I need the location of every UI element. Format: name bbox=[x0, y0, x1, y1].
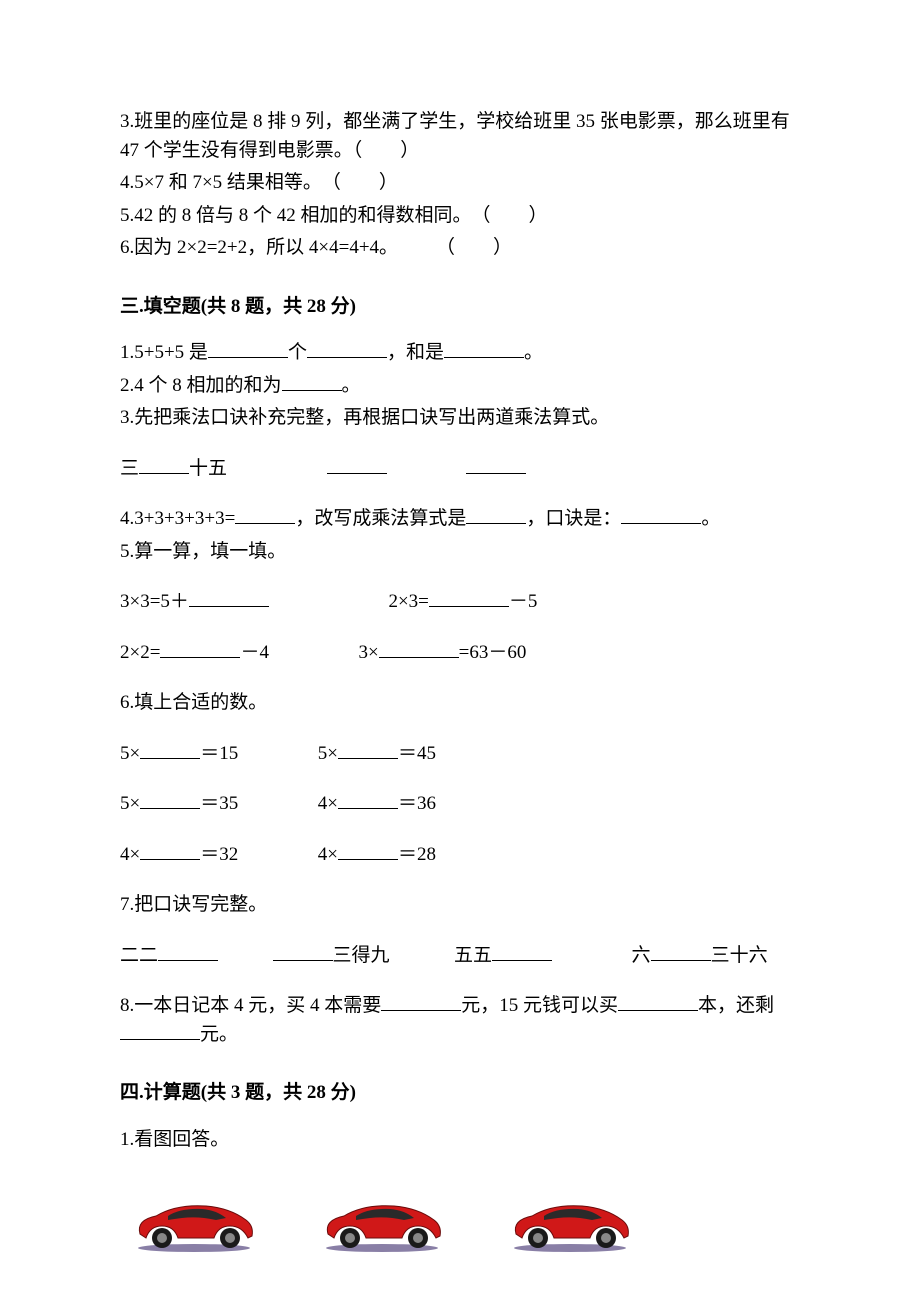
q3-8-c: 本，还剩 bbox=[698, 995, 774, 1016]
q3-7-d: 六 bbox=[632, 945, 651, 966]
q3-3-a: 三 bbox=[120, 458, 139, 479]
q3-5-r1a: 3×3=5＋ bbox=[120, 591, 189, 612]
blank bbox=[492, 960, 552, 961]
tf-q4: 4.5×7 和 7×5 结果相等。 （ ） bbox=[120, 169, 805, 198]
q3-7: 7.把口诀写完整。 bbox=[120, 891, 805, 920]
q3-7-b: 三得九 bbox=[333, 945, 390, 966]
q3-6-row3: 4× ＝32 4× ＝28 bbox=[120, 841, 805, 870]
q3-7-d2: 三十六 bbox=[711, 945, 768, 966]
q3-4-b: ，改写成乘法算式是 bbox=[295, 508, 466, 529]
blank bbox=[189, 606, 269, 607]
car-icon bbox=[318, 1196, 446, 1252]
q3-6-r2a: 5× bbox=[120, 793, 140, 814]
q3-5-r1b2: －5 bbox=[509, 591, 538, 612]
blank bbox=[139, 473, 189, 474]
blank bbox=[208, 357, 288, 358]
q3-5-r1b: 2×3= bbox=[388, 591, 428, 612]
q3-7-c: 五五 bbox=[454, 945, 492, 966]
q3-5-row2: 2×2= －4 3× =63－60 bbox=[120, 639, 805, 668]
q3-4-d: 。 bbox=[701, 508, 720, 529]
q3-6-r2b: 4× bbox=[318, 793, 338, 814]
blank bbox=[466, 523, 526, 524]
blank bbox=[140, 859, 200, 860]
q3-5: 5.算一算，填一填。 bbox=[120, 538, 805, 567]
q3-6-r1a: 5× bbox=[120, 743, 140, 764]
q3-1-b: 个 bbox=[288, 342, 307, 363]
q3-6: 6.填上合适的数。 bbox=[120, 689, 805, 718]
q3-6-r1b2: ＝45 bbox=[398, 743, 436, 764]
q3-1: 1.5+5+5 是 个 ，和是 。 bbox=[120, 339, 805, 368]
blank bbox=[307, 357, 387, 358]
q3-5-r2a: 2×2= bbox=[120, 642, 160, 663]
blank bbox=[140, 758, 200, 759]
q3-4-c: ，口诀是： bbox=[526, 508, 621, 529]
q3-7-row: 二二 三得九 五五 六 三十六 bbox=[120, 942, 805, 971]
tf-q3: 3.班里的座位是 8 排 9 列，都坐满了学生，学校给班里 35 张电影票，那么… bbox=[120, 108, 805, 165]
blank bbox=[429, 606, 509, 607]
q3-6-r3b: 4× bbox=[318, 844, 338, 865]
q3-5-r2b: 3× bbox=[358, 642, 378, 663]
q3-6-r1b: 5× bbox=[318, 743, 338, 764]
blank bbox=[338, 758, 398, 759]
q3-8: 8.一本日记本 4 元，买 4 本需要 元，15 元钱可以买 本，还剩元。 bbox=[120, 992, 805, 1049]
blank bbox=[140, 808, 200, 809]
q3-6-row2: 5× ＝35 4× ＝36 bbox=[120, 790, 805, 819]
blank bbox=[120, 1039, 200, 1040]
blank bbox=[160, 657, 240, 658]
q3-6-r3a: 4× bbox=[120, 844, 140, 865]
car-row bbox=[120, 1196, 805, 1252]
q4-1: 1.看图回答。 bbox=[120, 1126, 805, 1155]
q3-6-r1a2: ＝15 bbox=[200, 743, 238, 764]
q3-1-c: ，和是 bbox=[387, 342, 444, 363]
blank bbox=[444, 357, 524, 358]
blank bbox=[621, 523, 701, 524]
q3-3-blanks: 三 十五 bbox=[120, 455, 805, 484]
blank bbox=[381, 1010, 461, 1011]
q3-4-a: 4.3+3+3+3+3= bbox=[120, 508, 235, 529]
q3-8-b: 元，15 元钱可以买 bbox=[461, 995, 618, 1016]
car-icon bbox=[506, 1196, 634, 1252]
q3-5-r2a2: －4 bbox=[240, 642, 269, 663]
blank bbox=[338, 859, 398, 860]
q3-6-r2a2: ＝35 bbox=[200, 793, 238, 814]
blank bbox=[651, 960, 711, 961]
q3-7-a: 二二 bbox=[120, 945, 158, 966]
q3-1-d: 。 bbox=[524, 342, 543, 363]
q3-6-r2b2: ＝36 bbox=[398, 793, 436, 814]
car-icon bbox=[130, 1196, 258, 1252]
blank bbox=[379, 657, 459, 658]
q3-5-r2b2: =63－60 bbox=[459, 642, 527, 663]
q3-3: 3.先把乘法口诀补充完整，再根据口诀写出两道乘法算式。 bbox=[120, 404, 805, 433]
blank bbox=[273, 960, 333, 961]
q3-8-d: 元。 bbox=[200, 1024, 238, 1045]
q3-3-b: 十五 bbox=[189, 458, 227, 479]
blank bbox=[327, 473, 387, 474]
q3-1-a: 1.5+5+5 是 bbox=[120, 342, 208, 363]
blank bbox=[338, 808, 398, 809]
tf-q5: 5.42 的 8 倍与 8 个 42 相加的和得数相同。 （ ） bbox=[120, 202, 805, 231]
blank bbox=[158, 960, 218, 961]
blank bbox=[618, 1010, 698, 1011]
section4-title: 四.计算题(共 3 题，共 28 分) bbox=[120, 1079, 805, 1108]
blank bbox=[466, 473, 526, 474]
blank bbox=[282, 390, 342, 391]
section3-title: 三.填空题(共 8 题，共 28 分) bbox=[120, 293, 805, 322]
q3-6-r3b2: ＝28 bbox=[398, 844, 436, 865]
q3-4: 4.3+3+3+3+3= ，改写成乘法算式是 ，口诀是： 。 bbox=[120, 505, 805, 534]
q3-5-row1: 3×3=5＋ 2×3= －5 bbox=[120, 588, 805, 617]
blank bbox=[235, 523, 295, 524]
q3-2-a: 2.4 个 8 相加的和为 bbox=[120, 375, 282, 396]
q3-6-row1: 5× ＝15 5× ＝45 bbox=[120, 740, 805, 769]
q3-2-b: 。 bbox=[342, 375, 361, 396]
tf-q6: 6.因为 2×2=2+2，所以 4×4=4+4。 （ ） bbox=[120, 234, 805, 263]
q3-8-a: 8.一本日记本 4 元，买 4 本需要 bbox=[120, 995, 381, 1016]
q3-6-r3a2: ＝32 bbox=[200, 844, 238, 865]
q3-2: 2.4 个 8 相加的和为 。 bbox=[120, 372, 805, 401]
